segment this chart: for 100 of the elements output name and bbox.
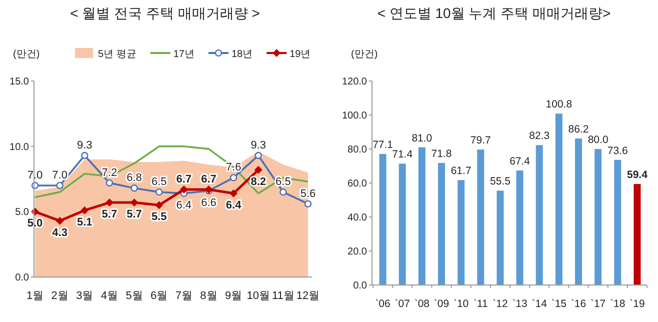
y-tick-label: 0.0 <box>353 280 368 292</box>
bar <box>398 164 406 285</box>
x-tick-label: `18 <box>610 298 626 310</box>
point <box>230 189 238 198</box>
data-label: 9.3 <box>76 139 92 152</box>
bar <box>458 180 465 285</box>
bar <box>614 160 622 285</box>
point <box>80 206 89 214</box>
x-tick-label: `16 <box>570 298 586 310</box>
data-label: 86.2 <box>568 123 589 136</box>
data-label: 9.3 <box>250 139 266 152</box>
data-label: 100.8 <box>546 98 572 111</box>
data-label: 77.1 <box>372 138 394 151</box>
data-label: 5.7 <box>126 208 142 221</box>
point <box>56 182 64 190</box>
data-label: 5.1 <box>76 216 92 228</box>
legend-label: 19년 <box>290 49 311 60</box>
point <box>56 216 64 225</box>
point <box>81 152 88 160</box>
point <box>130 198 138 207</box>
x-tick-label: 4월 <box>100 290 118 302</box>
y-tick-label: 120.0 <box>342 76 368 88</box>
point <box>230 174 238 182</box>
y-tick-label: 15.0 <box>10 76 30 88</box>
bar <box>477 150 484 285</box>
data-label: 61.7 <box>450 165 472 178</box>
point <box>155 188 163 196</box>
data-label: 6.6 <box>201 196 216 209</box>
data-label: 5.7 <box>102 208 118 221</box>
x-tick-label: `09 <box>434 298 450 310</box>
x-tick-label: `12 <box>492 298 508 310</box>
data-label: 55.5 <box>490 176 511 188</box>
x-tick-label: 9월 <box>224 290 242 302</box>
y-tick-label: 20.0 <box>348 246 368 258</box>
chart-title: < 월별 전국 주택 매매거래량 > <box>70 5 260 21</box>
bar <box>634 184 641 285</box>
data-label: 71.4 <box>392 148 413 161</box>
x-tick-label: 10월 <box>246 290 270 302</box>
bar <box>379 154 386 285</box>
x-tick-label: 1월 <box>26 290 44 302</box>
x-tick-label: 12월 <box>296 290 320 302</box>
point <box>106 179 114 187</box>
point <box>304 200 312 208</box>
data-label: 6.8 <box>126 172 142 184</box>
y-tick-label: 80.0 <box>348 144 368 156</box>
data-label: 81.0 <box>412 132 432 144</box>
data-label: 80.0 <box>588 134 608 146</box>
y-tick-label: 100.0 <box>342 110 368 122</box>
point <box>254 166 262 174</box>
bar <box>555 114 562 285</box>
x-tick-label: `11 <box>473 298 488 310</box>
legend-label: 5년 평균 <box>98 49 136 60</box>
x-tick-label: `08 <box>414 298 430 310</box>
chart-title: < 연도별 10월 누계 주택 매매거래량> <box>377 5 611 21</box>
data-label: 79.7 <box>470 134 492 147</box>
data-label: 5.6 <box>300 188 316 200</box>
x-tick-label: 2월 <box>51 290 68 302</box>
x-tick-label: `06 <box>375 298 391 310</box>
data-label: 8.2 <box>250 176 266 188</box>
x-tick-label: 8월 <box>200 290 218 302</box>
data-label: 6.5 <box>151 176 167 188</box>
data-label: 6.7 <box>201 173 216 186</box>
data-label: 71.8 <box>431 148 452 160</box>
bar <box>536 145 543 285</box>
point <box>155 201 164 210</box>
x-tick-label: `19 <box>630 298 645 310</box>
data-label: 67.4 <box>510 155 530 168</box>
y-tick-label: 5.0 <box>15 207 30 218</box>
x-tick-label: 6월 <box>150 290 168 302</box>
y-tick-label: 0.0 <box>15 272 30 284</box>
x-tick-label: 11월 <box>272 290 294 302</box>
x-tick-label: `17 <box>590 298 606 310</box>
x-tick-label: 3월 <box>76 290 94 302</box>
point <box>105 198 114 207</box>
legend-label: 17년 <box>173 49 194 60</box>
bar <box>516 170 524 285</box>
data-label: 73.6 <box>607 144 628 157</box>
point <box>130 184 138 192</box>
bar <box>594 149 602 285</box>
point <box>280 188 287 196</box>
x-tick-label: `14 <box>532 298 548 310</box>
x-tick-label: 7월 <box>175 290 192 302</box>
y-tick-label: 60.0 <box>348 178 368 190</box>
data-label: 59.4 <box>626 169 648 182</box>
x-tick-label: `15 <box>551 298 567 310</box>
y-tick-label: 40.0 <box>348 212 368 224</box>
legend-label: 18년 <box>231 49 253 60</box>
data-label: 6.7 <box>176 173 192 186</box>
bar <box>438 162 445 285</box>
y-tick-label: 10.0 <box>10 142 30 153</box>
bar <box>575 138 582 285</box>
data-label: 5.5 <box>151 211 167 224</box>
bar <box>418 147 426 285</box>
data-label: 5.0 <box>27 218 43 230</box>
data-label: 82.3 <box>529 130 550 142</box>
point <box>180 185 188 194</box>
data-label: 7.0 <box>52 170 68 182</box>
x-tick-label: `07 <box>394 298 410 310</box>
x-tick-label: `10 <box>453 298 469 310</box>
data-label: 6.4 <box>226 199 242 212</box>
